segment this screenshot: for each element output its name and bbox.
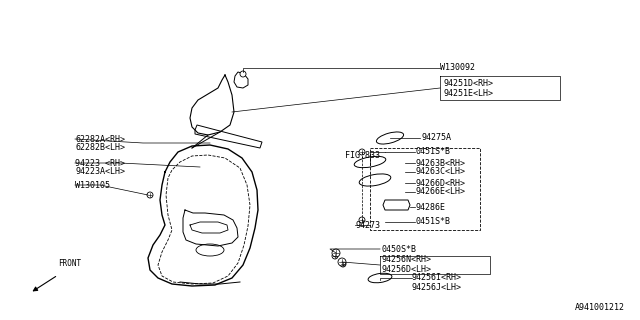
Text: A941001212: A941001212 (575, 303, 625, 312)
Ellipse shape (354, 156, 386, 168)
Text: 94251D<RH>: 94251D<RH> (444, 79, 494, 89)
Text: 94286E: 94286E (415, 203, 445, 212)
Ellipse shape (368, 273, 392, 283)
Circle shape (338, 258, 346, 266)
Text: 94256I<RH>: 94256I<RH> (412, 274, 462, 283)
Circle shape (332, 249, 340, 257)
Text: 94263B<RH>: 94263B<RH> (415, 158, 465, 167)
Text: 94256D<LH>: 94256D<LH> (382, 265, 432, 274)
Text: W130092: W130092 (440, 63, 475, 73)
Text: 94223A<LH>: 94223A<LH> (75, 167, 125, 177)
Ellipse shape (376, 132, 404, 144)
Text: 94273: 94273 (355, 220, 380, 229)
Polygon shape (383, 200, 410, 210)
Text: 62282B<LH>: 62282B<LH> (75, 143, 125, 153)
Text: 0451S*B: 0451S*B (415, 218, 450, 227)
Text: 94256N<RH>: 94256N<RH> (382, 255, 432, 265)
Text: 94256J<LH>: 94256J<LH> (412, 283, 462, 292)
Polygon shape (234, 72, 248, 88)
Text: 0450S*B: 0450S*B (382, 244, 417, 253)
Circle shape (340, 261, 346, 267)
Text: 0451S*B: 0451S*B (415, 148, 450, 156)
Text: 62282A<RH>: 62282A<RH> (75, 134, 125, 143)
Text: FRONT: FRONT (58, 259, 81, 268)
Text: 94266E<LH>: 94266E<LH> (415, 188, 465, 196)
Text: W130105: W130105 (75, 180, 110, 189)
Circle shape (240, 71, 246, 77)
Text: 94223 <RH>: 94223 <RH> (75, 158, 125, 167)
Text: 94263C<LH>: 94263C<LH> (415, 167, 465, 177)
Ellipse shape (196, 244, 224, 256)
Text: 94251E<LH>: 94251E<LH> (444, 90, 494, 99)
Circle shape (359, 217, 365, 223)
Text: FIG.833: FIG.833 (345, 151, 380, 161)
Ellipse shape (359, 174, 391, 186)
Text: 94266D<RH>: 94266D<RH> (415, 179, 465, 188)
Polygon shape (195, 125, 262, 148)
Circle shape (359, 149, 365, 155)
Circle shape (147, 192, 153, 198)
Circle shape (332, 253, 338, 259)
Text: 94275A: 94275A (422, 133, 452, 142)
